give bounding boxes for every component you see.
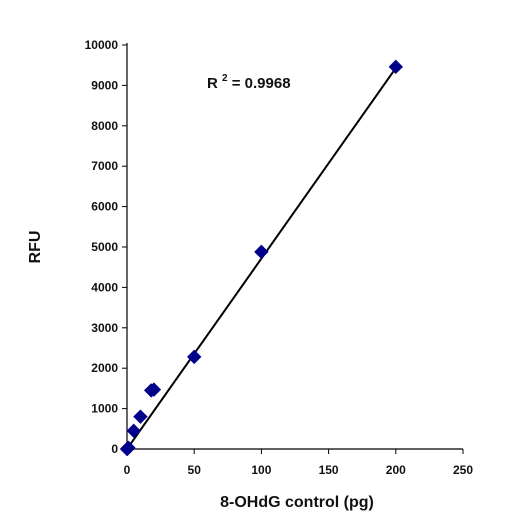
y-tick-label: 4000 bbox=[91, 280, 118, 294]
y-tick-label: 3000 bbox=[91, 321, 118, 335]
y-axis-title: RFU bbox=[27, 231, 44, 264]
x-tick-label: 0 bbox=[124, 463, 131, 477]
y-tick-label: 6000 bbox=[91, 200, 118, 214]
axes bbox=[126, 43, 463, 450]
y-tick-label: 2000 bbox=[91, 361, 118, 375]
axis-ticks: 0100020003000400050006000700080009000100… bbox=[85, 38, 474, 477]
x-tick-label: 200 bbox=[386, 463, 406, 477]
x-axis-title: 8-OHdG control (pg) bbox=[220, 494, 374, 511]
data-point bbox=[133, 409, 148, 424]
data-point bbox=[126, 423, 141, 439]
r-squared-prefix: R bbox=[207, 75, 218, 92]
data-points bbox=[119, 59, 404, 457]
y-tick-label: 0 bbox=[111, 442, 118, 456]
r-squared-value: = 0.9968 bbox=[232, 75, 291, 92]
y-tick-label: 10000 bbox=[85, 38, 119, 52]
y-tick-label: 8000 bbox=[91, 119, 118, 133]
y-tick-label: 9000 bbox=[91, 78, 118, 92]
x-tick-label: 100 bbox=[251, 463, 271, 477]
data-point bbox=[186, 349, 202, 365]
x-tick-label: 150 bbox=[319, 463, 339, 477]
r-squared-annotation: R 2 = 0.9968 bbox=[207, 68, 291, 92]
data-point bbox=[146, 382, 162, 397]
data-point bbox=[254, 244, 269, 260]
data-point bbox=[121, 440, 136, 455]
y-tick-label: 5000 bbox=[91, 240, 118, 254]
data-point bbox=[388, 59, 404, 75]
x-tick-label: 50 bbox=[188, 463, 202, 477]
r-squared-superscript: 2 bbox=[222, 73, 228, 84]
y-tick-label: 7000 bbox=[91, 159, 118, 173]
y-tick-label: 1000 bbox=[91, 402, 118, 416]
x-tick-label: 250 bbox=[453, 463, 473, 477]
